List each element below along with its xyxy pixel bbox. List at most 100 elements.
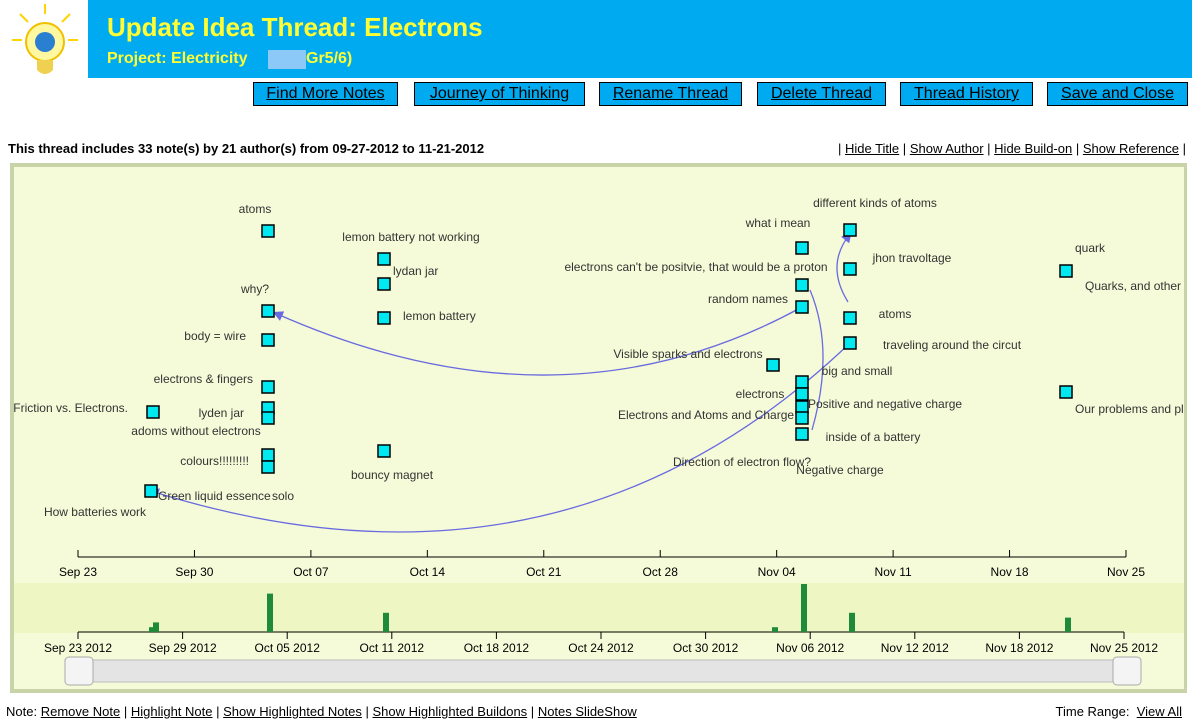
view-link[interactable]: Show Author <box>909 141 984 156</box>
time-range: Time Range: View All <box>1056 704 1182 719</box>
project-grade: Gr5/6) <box>306 50 353 67</box>
note-title[interactable]: Friction vs. Electrons. <box>13 401 128 415</box>
note-box[interactable] <box>795 411 809 425</box>
note-title[interactable]: jhon travoltage <box>872 251 952 265</box>
note-box[interactable] <box>795 400 809 414</box>
note-title[interactable]: traveling around the circut <box>883 338 1022 352</box>
note-box[interactable] <box>261 333 275 347</box>
slider-handle-right[interactable] <box>1112 656 1142 686</box>
note-box[interactable] <box>377 444 391 458</box>
note-title[interactable]: adoms without electrons <box>131 424 260 438</box>
note-title[interactable]: atoms <box>879 307 912 321</box>
note-box[interactable] <box>261 460 275 474</box>
note-box[interactable] <box>377 311 391 325</box>
note-title[interactable]: Quarks, and other <box>1085 279 1181 293</box>
note-box[interactable] <box>843 223 857 237</box>
toolbar-button[interactable]: Delete Thread <box>757 82 886 106</box>
note-action-link[interactable]: Show Highlighted Notes <box>223 704 362 719</box>
toolbar-button[interactable]: Rename Thread <box>599 82 742 106</box>
axis-tick-label: Oct 21 <box>526 565 562 579</box>
note-box[interactable] <box>261 411 275 425</box>
note-box[interactable] <box>795 300 809 314</box>
separator: | <box>902 141 907 156</box>
time-range-link[interactable]: View All <box>1136 704 1182 719</box>
view-link[interactable]: Hide Title <box>844 141 900 156</box>
note-title[interactable]: lemon battery <box>403 309 476 323</box>
timeline-tick-label: Nov 06 2012 <box>776 641 844 655</box>
note-box[interactable] <box>1059 264 1073 278</box>
note-title[interactable]: colours!!!!!!!!! <box>180 454 249 468</box>
note-title[interactable]: inside of a battery <box>826 430 921 444</box>
note-box[interactable] <box>795 241 809 255</box>
toolbar-button[interactable]: Save and Close <box>1047 82 1188 106</box>
timeline-tick-label: Nov 25 2012 <box>1090 641 1158 655</box>
note-title[interactable]: Our problems and plans <box>1075 402 1192 416</box>
note-title[interactable]: solo <box>272 489 294 503</box>
note-action-link[interactable]: Show Highlighted Buildons <box>372 704 528 719</box>
note-title[interactable]: random names <box>708 292 788 306</box>
note-box[interactable] <box>377 277 391 291</box>
note-title[interactable]: Visible sparks and electrons <box>613 347 762 361</box>
note-box[interactable] <box>377 252 391 266</box>
slider-handle-left[interactable] <box>64 656 94 686</box>
note-box[interactable] <box>261 448 275 462</box>
view-link[interactable]: Hide Build-on <box>994 141 1073 156</box>
note-title[interactable]: why? <box>240 282 269 296</box>
note-title[interactable]: Green liquid essence <box>158 489 271 503</box>
view-links: | Hide Title | Show Author | Hide Build-… <box>838 141 1186 156</box>
axis-tick-label: Nov 04 <box>758 565 796 579</box>
note-box[interactable] <box>795 278 809 292</box>
note-box[interactable] <box>261 224 275 238</box>
timeline-tick-label: Nov 18 2012 <box>985 641 1053 655</box>
note-title[interactable]: what i mean <box>745 216 811 230</box>
toolbar-button[interactable]: Thread History <box>900 82 1033 106</box>
note-box[interactable] <box>795 375 809 389</box>
note-title[interactable]: Direction of electron flow? <box>673 455 811 469</box>
note-box[interactable] <box>795 427 809 441</box>
separator: | <box>1075 141 1080 156</box>
note-box[interactable] <box>144 484 158 498</box>
note-box[interactable] <box>146 405 160 419</box>
timeline-tick-label: Sep 29 2012 <box>149 641 217 655</box>
note-title[interactable]: Negative charge <box>796 463 884 477</box>
activity-bar <box>267 593 273 632</box>
view-link[interactable]: Show Reference <box>1082 141 1179 156</box>
axis-tick-label: Sep 23 <box>59 565 97 579</box>
note-box[interactable] <box>1059 385 1073 399</box>
toolbar-button[interactable]: Find More Notes <box>253 82 398 106</box>
note-title[interactable]: electrons can't be positvie, that would … <box>564 260 827 274</box>
note-title[interactable]: lemon battery not working <box>342 230 479 244</box>
activity-bar <box>1065 617 1071 632</box>
note-title[interactable]: electrons <box>736 387 785 401</box>
note-title[interactable]: electrons & fingers <box>154 372 253 386</box>
note-title[interactable]: quark <box>1075 241 1106 255</box>
note-title[interactable]: lyden jar <box>199 406 244 420</box>
range-slider[interactable] <box>64 659 1141 683</box>
note-title[interactable]: Positive and negative charge <box>808 397 962 411</box>
note-box[interactable] <box>843 336 857 350</box>
note-action-link[interactable]: Remove Note <box>40 704 121 719</box>
note-title[interactable]: big and small <box>822 364 893 378</box>
note-action-link[interactable]: Highlight Note <box>130 704 213 719</box>
toolbar-button[interactable]: Journey of Thinking <box>414 82 585 106</box>
axis-tick-label: Nov 11 <box>875 565 912 579</box>
note-box[interactable] <box>261 304 275 318</box>
note-title[interactable]: lydan jar <box>393 264 438 278</box>
note-box[interactable] <box>766 358 780 372</box>
note-title[interactable]: How batteries work <box>44 505 147 519</box>
note-title[interactable]: different kinds of atoms <box>813 196 937 210</box>
time-range-label: Time Range: <box>1055 704 1130 719</box>
note-title[interactable]: bouncy magnet <box>351 468 434 482</box>
note-title[interactable]: body = wire <box>184 329 246 343</box>
note-box[interactable] <box>843 311 857 325</box>
note-box[interactable] <box>261 380 275 394</box>
note-title[interactable]: Electrons and Atoms and Charge <box>618 408 794 422</box>
activity-bar <box>153 622 159 632</box>
timeline-tick-label: Oct 30 2012 <box>673 641 739 655</box>
timeline-tick-label: Oct 11 2012 <box>360 641 425 655</box>
note-title[interactable]: atoms <box>239 202 272 216</box>
note-box[interactable] <box>795 387 809 401</box>
note-box[interactable] <box>843 262 857 276</box>
note-action-link[interactable]: Notes SlideShow <box>537 704 637 719</box>
activity-bar <box>772 627 778 632</box>
